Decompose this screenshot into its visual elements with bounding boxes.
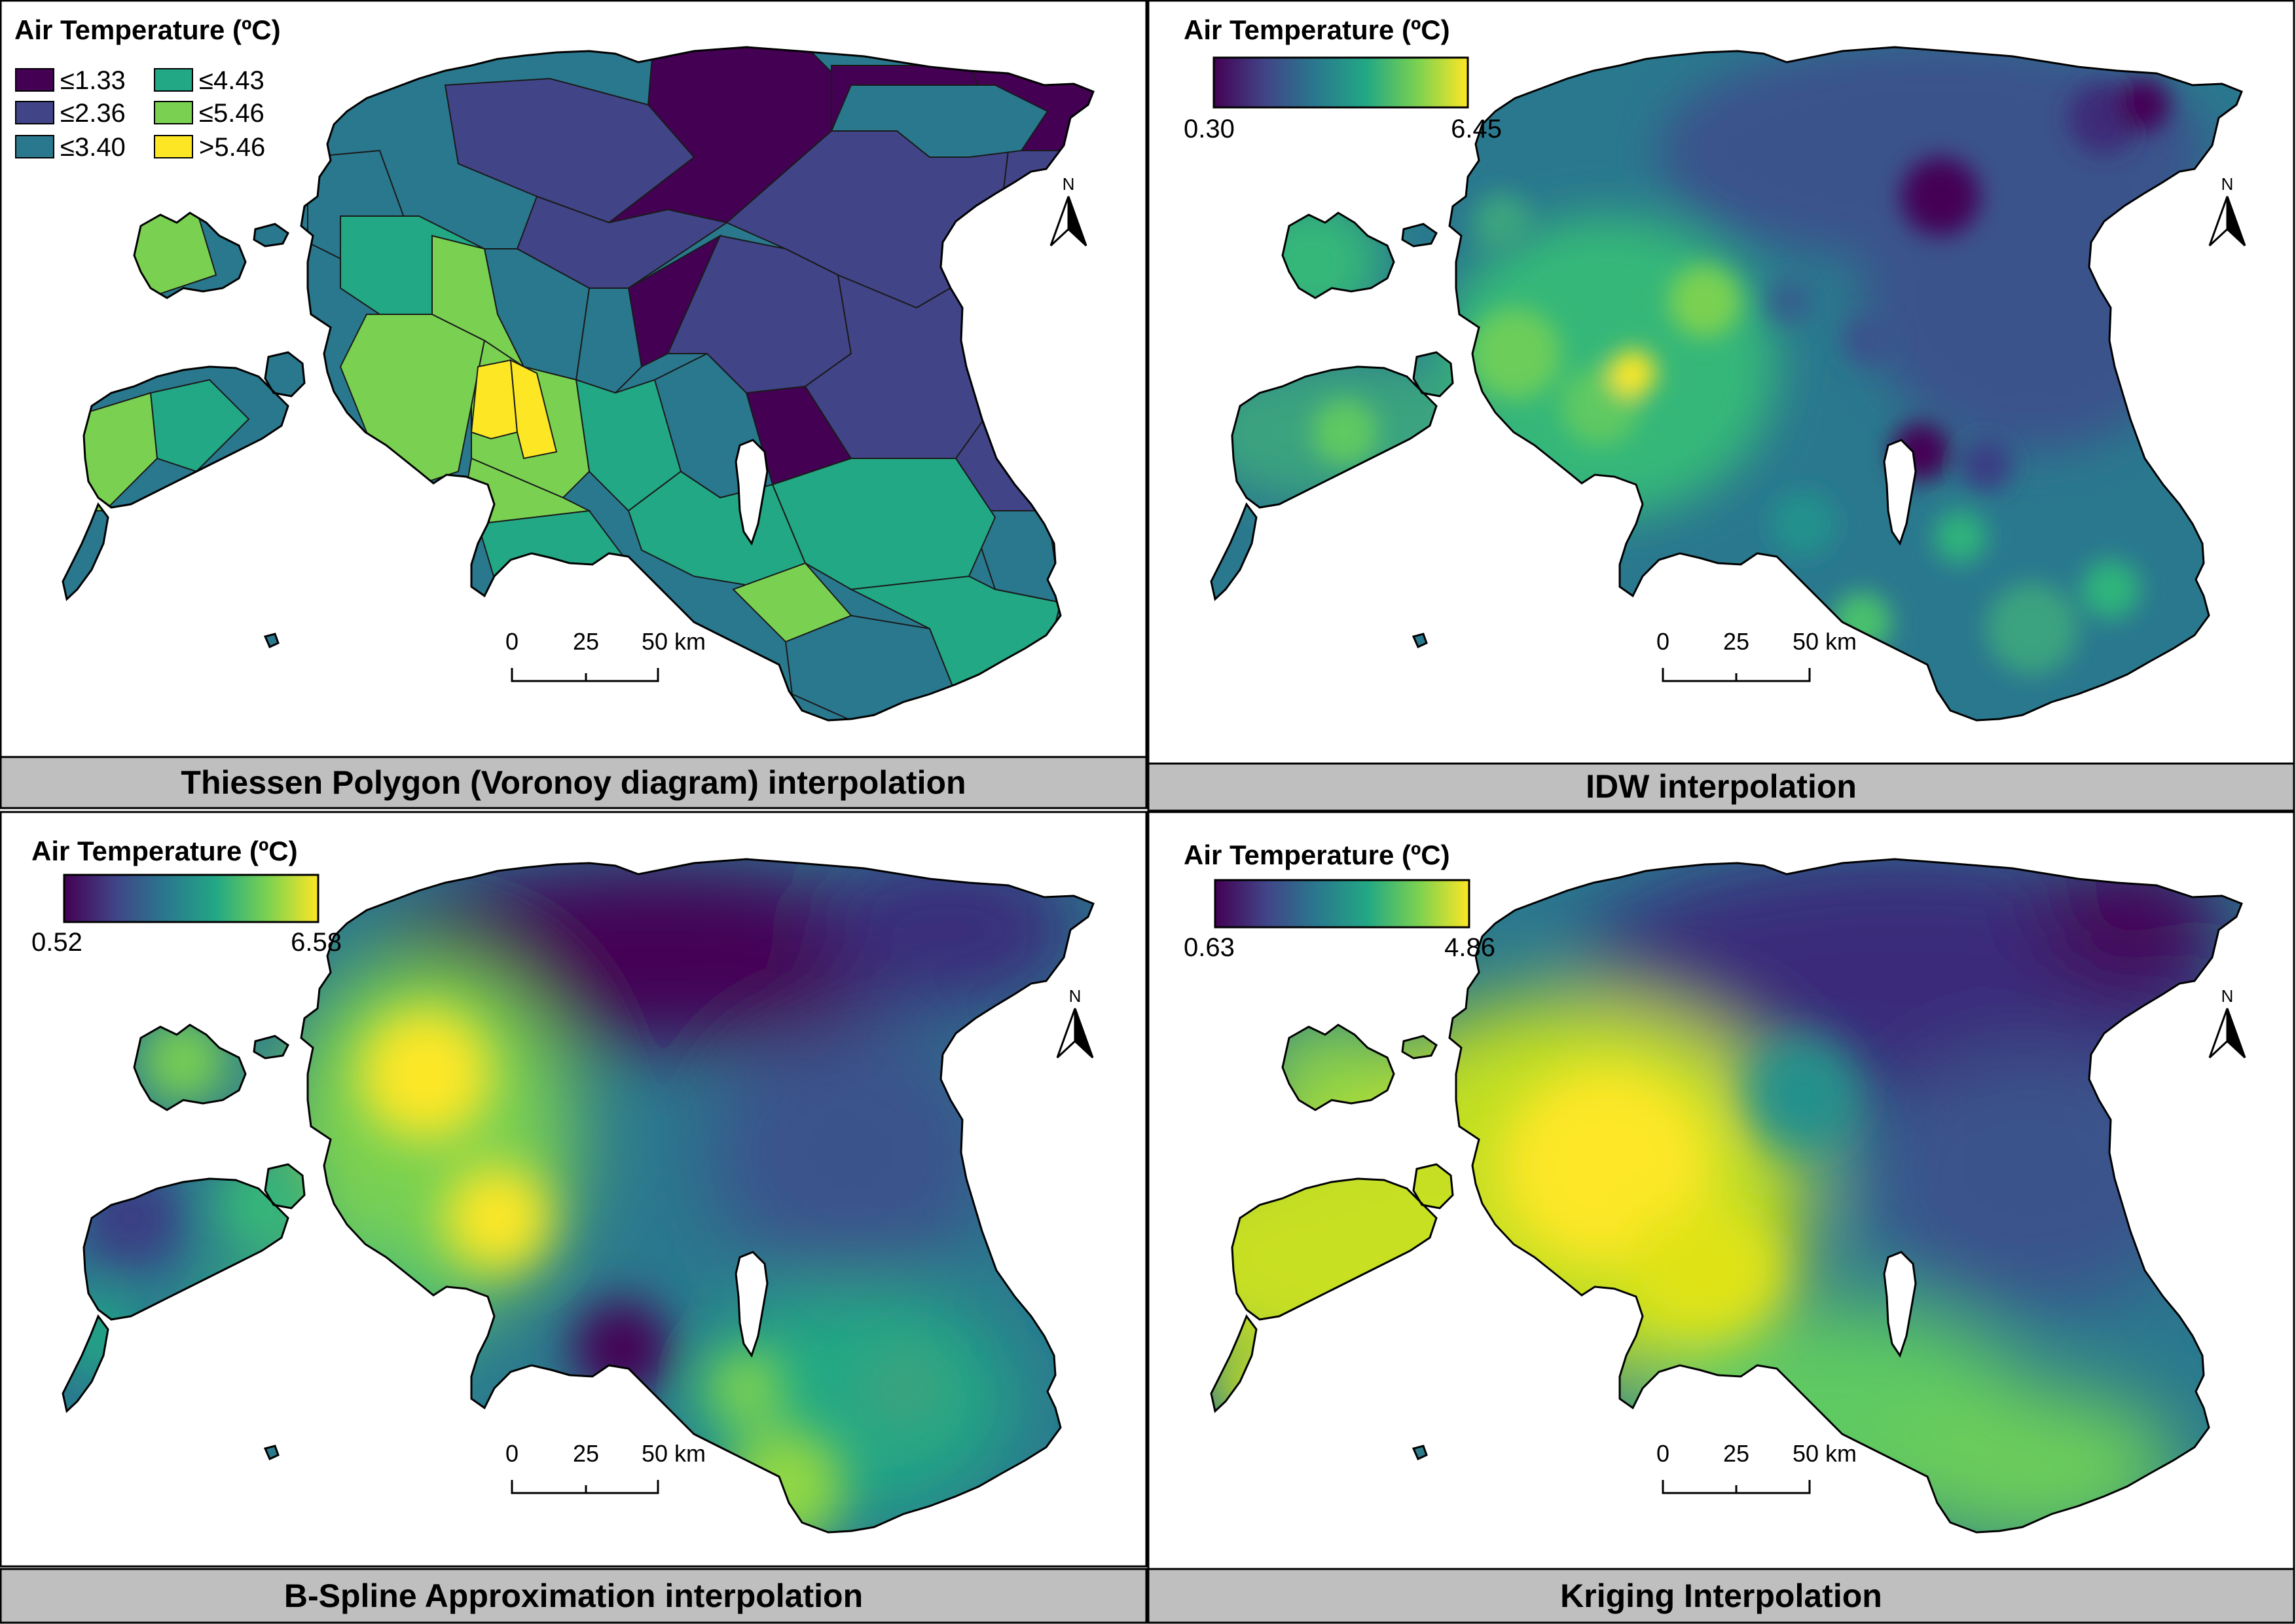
svg-text:0: 0 (505, 1440, 519, 1467)
legend-max-label: 6.45 (1451, 115, 1502, 143)
colorbar (1215, 880, 1469, 927)
colorbar (1214, 58, 1468, 107)
legend-title: Air Temperature (ºC) (1184, 840, 1450, 870)
legend-swatch (155, 136, 192, 158)
legend-title: Air Temperature (ºC) (14, 14, 281, 45)
legend-min-label: 0.52 (31, 928, 82, 957)
legend-swatch (16, 136, 54, 158)
svg-text:0: 0 (1656, 1440, 1669, 1467)
legend-swatch (16, 69, 54, 91)
svg-text:0: 0 (1656, 628, 1669, 655)
panel-title: Kriging Interpolation (1560, 1578, 1882, 1614)
svg-text:50 km: 50 km (1793, 1440, 1857, 1467)
svg-text:50 km: 50 km (642, 628, 706, 655)
legend-title: Air Temperature (ºC) (31, 836, 298, 866)
legend-swatch (16, 101, 54, 124)
panel-kriging: Air Temperature (ºC) 0.63 4.86 N 0 25 50… (1135, 812, 2294, 1623)
legend-class-label: ≤5.46 (199, 99, 264, 128)
svg-text:N: N (2221, 174, 2234, 194)
legend-class-label: ≤4.43 (199, 66, 264, 95)
svg-text:N: N (1063, 174, 1075, 194)
legend-class-label: ≤2.36 (60, 99, 126, 128)
legend-swatch (155, 101, 192, 124)
panel-idw: Air Temperature (ºC) 0.30 6.45 N 0 25 50… (1148, 0, 2294, 811)
legend-title: Air Temperature (ºC) (1184, 14, 1450, 45)
panel-title: Thiessen Polygon (Voronoy diagram) inter… (181, 764, 966, 801)
legend-class-label: >5.46 (199, 133, 265, 162)
svg-text:25: 25 (573, 1440, 599, 1467)
svg-text:25: 25 (573, 628, 599, 655)
svg-text:50 km: 50 km (1793, 628, 1857, 655)
legend-swatch (155, 69, 192, 91)
svg-text:N: N (1069, 986, 1082, 1006)
legend-min-label: 0.30 (1184, 115, 1235, 143)
legend-min-label: 0.63 (1184, 933, 1235, 962)
svg-text:25: 25 (1723, 1440, 1749, 1467)
svg-text:50 km: 50 km (642, 1440, 706, 1467)
svg-text:0: 0 (505, 628, 519, 655)
legend-class-label: ≤3.40 (60, 133, 126, 162)
legend-max-label: 6.58 (291, 928, 342, 957)
legend-max-label: 4.86 (1444, 933, 1495, 962)
panel-thiessen: Air Temperature (ºC) ≤1.33 ≤2.36 ≤3.40 ≤… (0, 0, 1146, 808)
colorbar (64, 875, 318, 922)
panel-bspline: Air Temperature (ºC) 0.52 6.58 N 0 25 50… (0, 812, 1146, 1623)
svg-text:25: 25 (1723, 628, 1749, 655)
panel-title: IDW interpolation (1586, 768, 1857, 805)
panel-title: B-Spline Approximation interpolation (284, 1578, 863, 1614)
legend-class-label: ≤1.33 (60, 66, 126, 95)
svg-text:N: N (2221, 986, 2234, 1006)
